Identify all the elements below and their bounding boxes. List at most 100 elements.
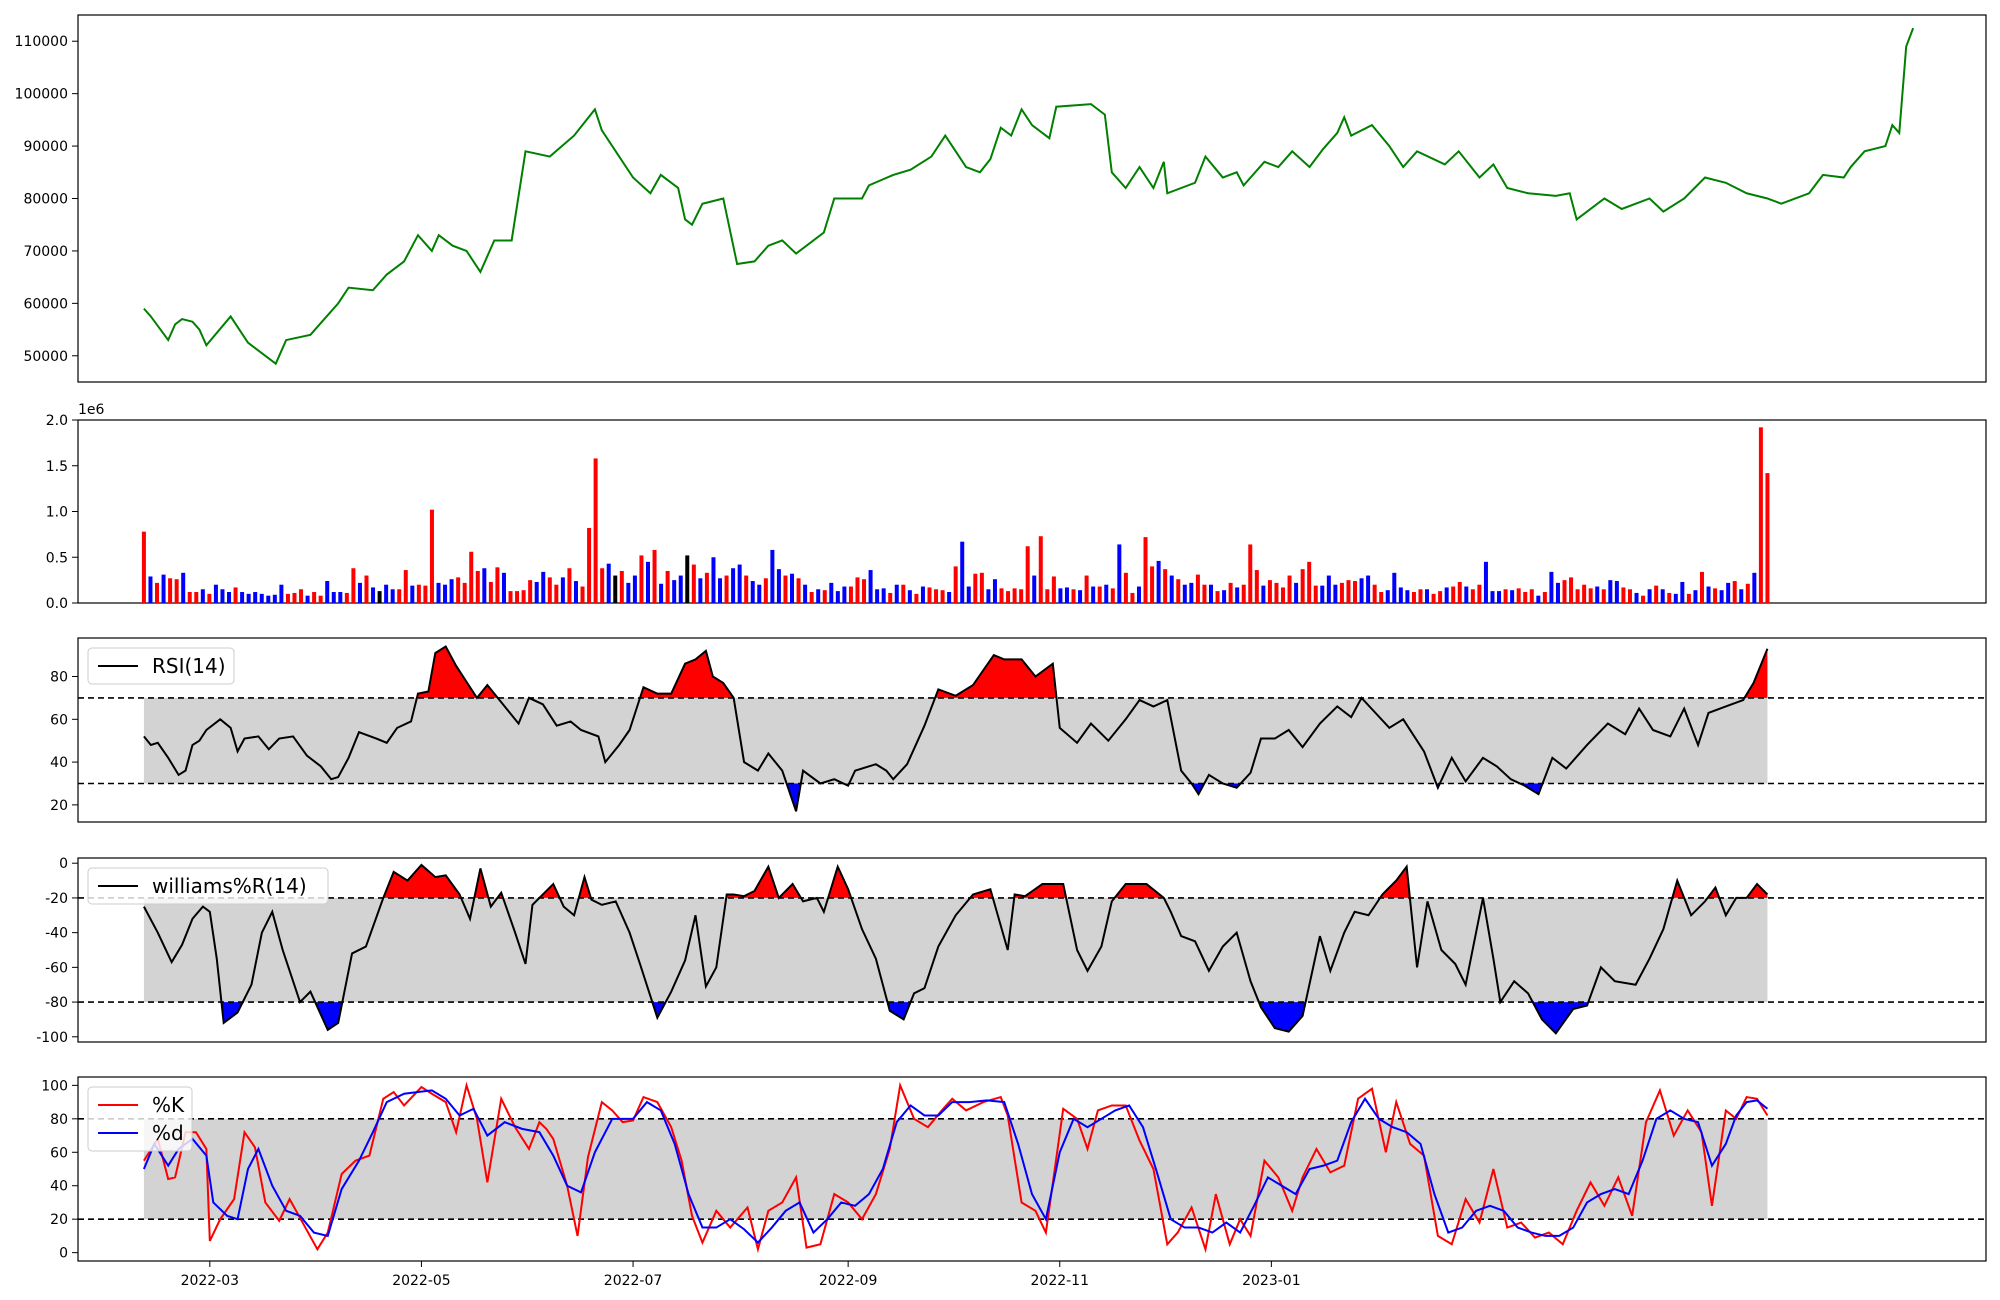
volume-bar [1117,544,1122,603]
volume-bar [934,589,939,603]
volume-bar [580,586,585,603]
volume-bar [233,587,238,603]
volume-bar [508,591,513,603]
volume-bar [1228,582,1233,603]
y-tick-label: 100000 [15,87,68,103]
volume-bar [1006,591,1011,603]
volume-bar [1045,589,1050,603]
volume-bar [1353,581,1358,603]
y-tick-label: 40 [50,1179,68,1195]
williams-r-oversold-fill [652,1002,666,1018]
volume-bar [1261,585,1266,603]
y-axis-4: -100 -80 -60 -40 -20 0 [36,856,78,1046]
volume-bar [790,573,795,603]
volume-bar [1647,589,1652,603]
volume-bar [384,584,389,603]
volume-bar [770,549,775,603]
volume-bar [862,579,867,603]
volume-bar [1267,580,1272,604]
volume-bar [200,589,205,603]
legend-box [87,867,329,905]
volume-bar [1202,584,1207,603]
volume-bar [960,541,965,603]
volume-bar [390,589,395,603]
volume-bar [285,593,290,603]
volume-bar [357,582,362,603]
volume-bar [920,586,925,603]
volume-bar [1693,590,1698,603]
volume-bar [1189,582,1194,603]
volume-bar [161,574,166,603]
volume-bar [816,589,821,603]
volume-bar [1490,591,1495,603]
volume-bar [1110,588,1115,603]
volume-bar [187,592,192,603]
y-tick-label: 2.0 [46,413,68,429]
volume-bar [606,563,611,603]
y-tick-label: 110000 [15,34,68,50]
volume-bar [626,582,631,603]
volume-bar [1641,595,1646,603]
williams-r-overbought-fill [726,866,779,898]
volume-bar [1654,585,1659,603]
y-tick-label: 0.5 [46,550,68,566]
y-tick-label: 1.5 [46,459,68,475]
y-tick-label: 0.0 [46,596,68,612]
y-tick-label: 60 [50,1145,68,1161]
volume-bar [1058,588,1063,603]
rsi-legend: RSI(14) [87,647,235,685]
volume-bar [1713,588,1718,603]
volume-bar [901,584,906,603]
volume-bar [1411,592,1416,603]
y-tick-label: -60 [45,960,68,976]
y-tick-label: 80000 [23,192,68,208]
volume-bar [148,576,153,603]
williams-r-oversold-fill [221,1002,243,1023]
rsi-overbought-fill [935,655,1057,698]
volume-bar [783,575,788,603]
volume-bar [1123,572,1128,603]
volume-bar [737,564,742,603]
volume-bar [652,549,657,603]
volume-bar [1470,589,1475,603]
williams-r-overbought-fill [474,868,489,898]
volume-bar [1281,587,1286,603]
volume-bar [567,568,572,603]
volume-bar [469,551,474,603]
volume-bar [593,458,598,603]
volume-bar [1425,589,1430,603]
volume-bar [521,590,526,603]
volume-bar [344,592,349,603]
x-axis: 2022-03 2022-05 2022-07 2022-09 2022-11 2023-… [181,1261,1301,1289]
volume-bar [266,595,271,603]
volume-bar [907,590,912,603]
volume-bar [1595,586,1600,603]
williams-r-oversold-fill [1258,1002,1306,1032]
volume-bar [1176,579,1181,603]
volume-bar [1366,575,1371,603]
y-tick-label: 80 [50,1112,68,1128]
volume-bar [1130,592,1135,603]
volume-bar [1732,581,1737,603]
volume-bar [1222,590,1227,603]
volume-bar [155,582,160,603]
volume-bar [1516,588,1521,603]
volume-bar [757,584,762,603]
volume-bar [1542,592,1547,603]
volume-bar [534,581,539,603]
volume-bar [1313,585,1318,603]
volume-bar [698,578,703,603]
y-tick-label: 60000 [23,296,68,312]
volume-bar [1549,571,1554,603]
volume-bar [645,561,650,603]
rsi-range-band [143,697,1768,784]
volume-bar [240,592,245,603]
volume-bar [253,592,258,603]
volume-bar [986,589,991,603]
volume-bar [1464,586,1469,603]
volume-bar [528,580,533,604]
volume-bar [1294,582,1299,603]
rsi-line-rsi14 [143,645,1769,812]
volume-bar [1536,595,1541,603]
volume-bar [927,587,932,603]
